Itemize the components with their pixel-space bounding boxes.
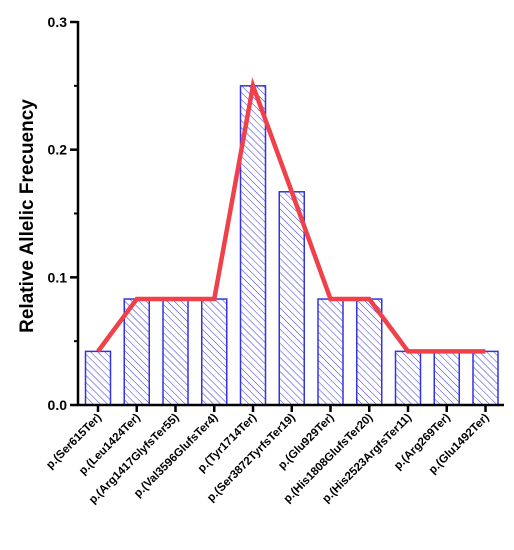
bar (433, 350, 460, 406)
y-tick-label: 0.0 (48, 397, 68, 413)
bar (472, 350, 499, 406)
bar (317, 298, 344, 406)
trend-line-layer (96, 77, 486, 354)
bar (162, 298, 189, 406)
bar (201, 298, 228, 406)
bar (356, 298, 383, 406)
bars-layer (84, 85, 499, 406)
bar (84, 350, 112, 406)
bar (123, 298, 150, 406)
trend-line (96, 77, 486, 354)
y-tick-label: 0.2 (48, 142, 68, 158)
bar (394, 350, 422, 406)
y-tick-label: 0.3 (48, 14, 68, 30)
y-axis-title: Relative Allelic Frecuency (17, 99, 38, 333)
x-ticks-layer: p.(Ser615Ter)p.(Leu1424Ter)p.(Arg1417Gly… (44, 405, 492, 506)
y-tick-label: 0.1 (48, 269, 68, 285)
y-ticks-layer: 0.0 0.1 0.2 0.3 (48, 14, 78, 413)
bar (278, 191, 305, 406)
